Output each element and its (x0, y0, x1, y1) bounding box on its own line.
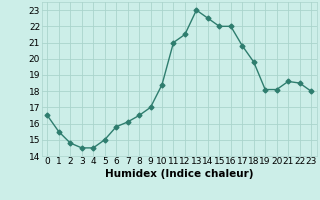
X-axis label: Humidex (Indice chaleur): Humidex (Indice chaleur) (105, 169, 253, 179)
